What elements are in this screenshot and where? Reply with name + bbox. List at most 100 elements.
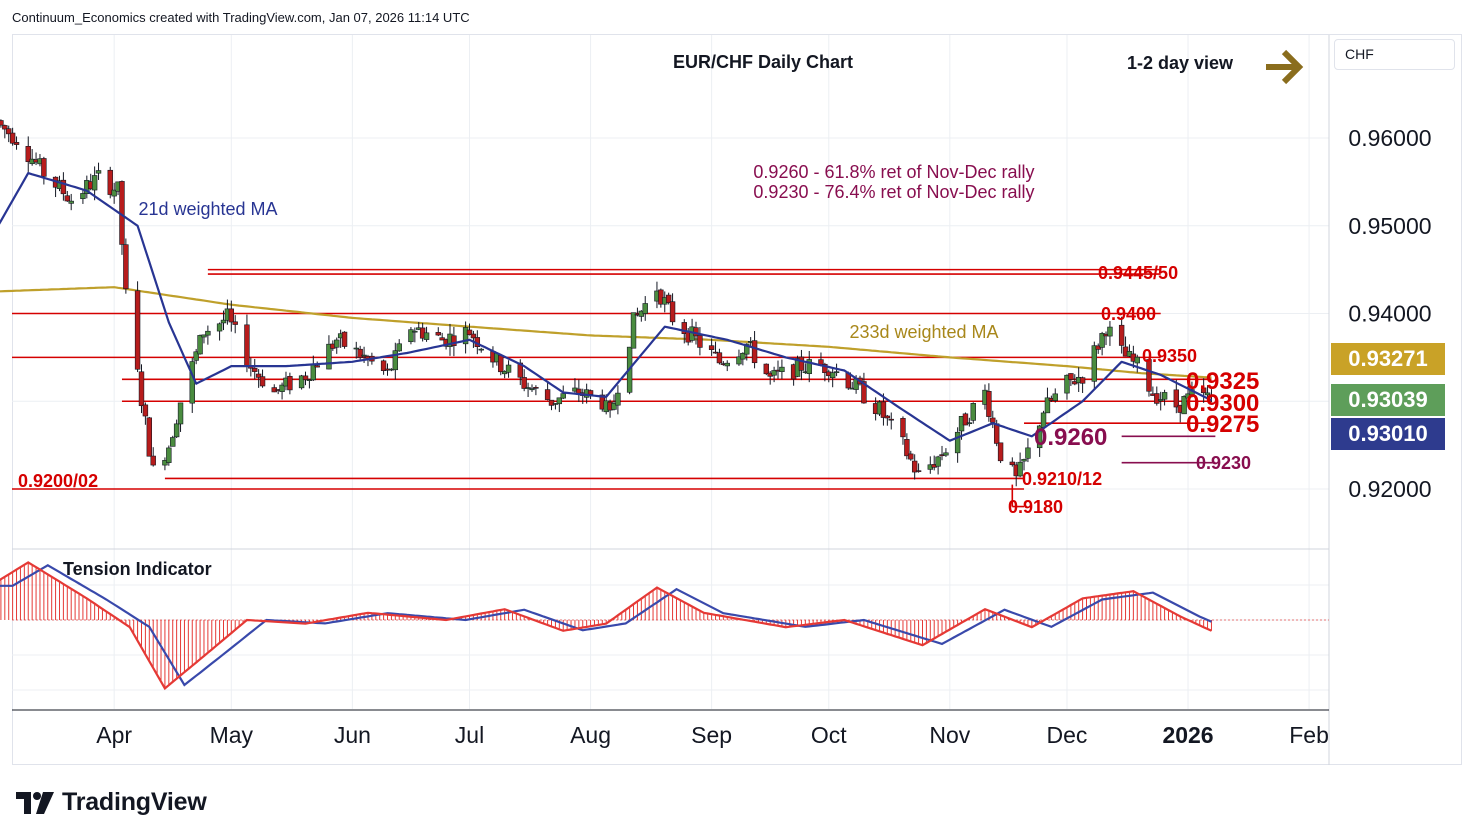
candle-body [166,447,172,463]
candle [6,125,12,143]
candle [107,166,113,199]
candle [334,337,340,354]
candle [146,416,152,457]
candle [529,384,535,392]
candle [1017,452,1023,478]
candle-body [41,158,47,177]
candle [252,358,258,380]
candle [439,332,445,341]
level-label-0.9230: 0.9230 [1196,453,1251,473]
candle [556,397,563,413]
candle-body [60,179,67,195]
candle-body [142,404,149,417]
candle-body [478,348,484,351]
candle [462,321,469,354]
candle-body [13,142,20,145]
candle-body [334,339,340,348]
candle-body [1025,447,1031,459]
chart-frame [12,34,1462,765]
candle [408,327,414,345]
candle-body [505,364,512,373]
candle [392,342,399,380]
level-label-0.9400: 0.9400 [1101,304,1156,324]
candle-body [1044,397,1051,414]
candle [904,433,910,460]
candle [1118,316,1125,354]
candle-body [314,365,320,368]
candle [173,419,180,439]
candle-body [915,470,922,472]
candle [986,383,992,422]
ma233-label: 233d weighted MA [849,322,998,342]
candle-body [259,376,266,387]
candle-body [966,422,973,425]
candle-body [1208,394,1215,397]
candles [0,119,1215,487]
candle [669,293,676,326]
candle-body [1079,377,1086,384]
x-tick-label: Oct [811,722,847,748]
candle [665,292,672,305]
candle-body [630,312,637,349]
candle-body [68,200,74,204]
candle-body [525,387,531,389]
candle [915,463,922,473]
candle [1154,386,1160,406]
candle-body [1146,359,1152,392]
candle-body [900,418,906,438]
candle-body [1181,396,1187,415]
candle [954,427,961,463]
candle-body [970,403,976,421]
candle [353,341,359,359]
candle-body [298,375,305,389]
candle-body [64,195,70,202]
candle-body [173,423,180,438]
candle [279,382,285,400]
candle [216,322,223,341]
candle-body [763,363,769,375]
candle-body [521,377,527,389]
candle-body [91,175,98,191]
candle [1079,376,1086,393]
candle-body [1036,425,1043,449]
candle [880,393,887,426]
candle [798,349,805,381]
candle-body [205,330,211,336]
tradingview-brand[interactable]: TradingView [16,788,207,817]
candle [470,330,477,348]
candle-body [1017,461,1023,477]
candle-body [255,373,262,378]
candle-body [380,360,387,372]
candle [900,416,906,445]
candle [1068,373,1074,386]
candle-body [544,389,551,400]
candle-body [771,370,777,376]
candle-body [111,189,117,197]
level-label-0.9350: 0.9350 [1142,346,1197,366]
x-tick-label: Jul [455,722,484,748]
x-tick-label: Jun [334,722,371,748]
candle [244,314,250,373]
candle-body [6,128,12,135]
candle [935,455,941,475]
ma21-label: 21d weighted MA [138,199,277,219]
candle [697,327,703,356]
level-label-0.9325: 0.9325 [1186,368,1259,395]
candle-body [341,331,348,347]
x-tick-label: Dec [1047,722,1088,748]
level-label-0.9210: 0.9210/12 [1022,469,1102,489]
candle-body [736,356,742,365]
candle [228,300,235,332]
currency-selector[interactable]: CHF [1334,39,1455,70]
annotation-line-2: 0.9230 - 76.4% ret of Nov-Dec rally [753,182,1034,202]
candle [962,412,969,426]
candle [1009,457,1016,467]
candle [1204,385,1211,398]
candle [884,414,891,426]
candle-body [611,402,617,410]
level-label-0.9180: 0.9180 [1008,497,1063,517]
candle-body [740,352,746,360]
candle [779,359,785,380]
candle-body [25,146,31,163]
